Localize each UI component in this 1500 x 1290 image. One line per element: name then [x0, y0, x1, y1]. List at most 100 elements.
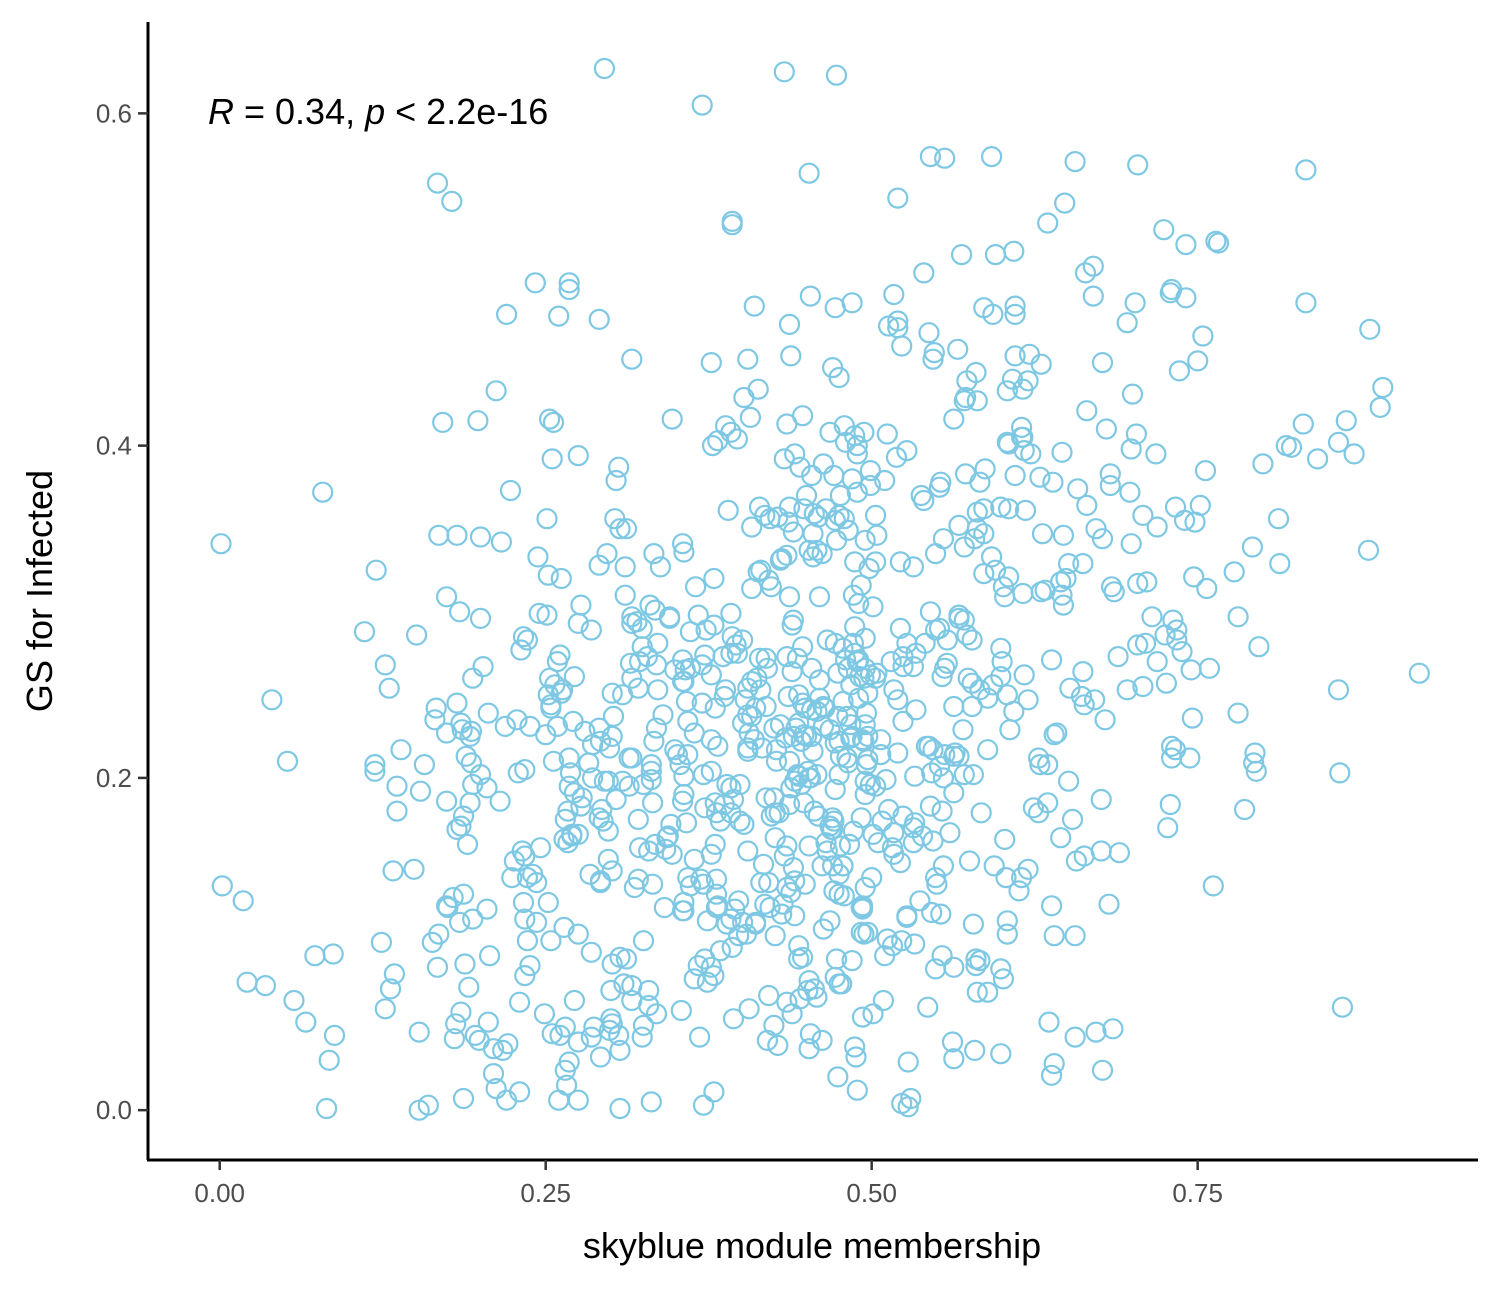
data-point	[1141, 606, 1163, 628]
data-point	[1038, 1011, 1060, 1033]
data-point	[777, 511, 799, 533]
data-point	[558, 747, 580, 769]
data-point	[713, 685, 735, 708]
data-point	[948, 514, 970, 537]
data-point	[609, 518, 631, 540]
data-point	[540, 697, 562, 719]
data-point	[721, 210, 743, 232]
data-point	[1091, 352, 1114, 374]
data-point	[965, 954, 987, 977]
data-point	[1194, 460, 1217, 482]
data-point	[462, 773, 484, 796]
data-point	[683, 968, 705, 990]
data-point	[1192, 325, 1214, 347]
data-point	[776, 991, 798, 1013]
data-point	[1306, 448, 1329, 470]
data-point	[931, 800, 953, 822]
data-point	[795, 484, 818, 507]
data-point	[921, 901, 943, 924]
data-point	[919, 601, 942, 623]
data-point	[931, 665, 953, 688]
data-point	[889, 617, 912, 640]
data-point	[887, 689, 909, 711]
data-point	[1022, 797, 1045, 819]
data-point	[677, 743, 699, 766]
data-point	[887, 742, 909, 764]
data-point	[751, 737, 773, 759]
data-point	[764, 925, 786, 947]
data-point	[691, 654, 713, 676]
data-point	[788, 935, 810, 957]
data-point	[854, 529, 876, 551]
data-point	[1037, 753, 1059, 776]
data-point	[720, 777, 742, 799]
data-point	[984, 559, 1007, 581]
data-point	[952, 719, 974, 741]
data-point	[966, 981, 988, 1003]
data-point	[638, 994, 660, 1017]
data-point	[464, 1024, 486, 1047]
data-point	[426, 172, 449, 194]
data-point	[596, 542, 618, 565]
data-point	[1146, 650, 1168, 673]
x-ticks: 0.00 0.25 0.50 0.75	[194, 1160, 1223, 1208]
data-point	[847, 592, 870, 615]
data-point	[691, 94, 713, 116]
data-point	[999, 719, 1021, 741]
data-point	[525, 871, 548, 894]
data-point	[1183, 566, 1205, 588]
data-point	[885, 446, 908, 468]
data-point	[833, 508, 855, 530]
data-point	[943, 695, 965, 718]
data-point	[601, 725, 623, 748]
data-point	[964, 528, 986, 550]
data-point	[1120, 533, 1142, 555]
x-tick-label: 0.00	[194, 1178, 245, 1208]
data-point	[1153, 219, 1175, 241]
data-point	[527, 546, 549, 568]
data-point	[675, 690, 698, 713]
data-point	[823, 464, 845, 487]
data-point	[452, 883, 475, 905]
data-point	[570, 795, 592, 817]
data-point	[821, 818, 844, 841]
data-point	[456, 833, 479, 856]
data-point	[948, 604, 970, 626]
data-point	[854, 627, 876, 649]
data-point	[844, 642, 866, 664]
data-point	[614, 584, 636, 606]
data-point	[947, 338, 969, 360]
data-point	[870, 743, 892, 766]
data-point	[889, 551, 912, 573]
data-point	[675, 812, 698, 834]
data-point	[673, 900, 695, 922]
data-point	[533, 1003, 556, 1025]
data-point	[631, 617, 653, 640]
p-value: < 2.2e-16	[385, 91, 548, 132]
data-point	[977, 687, 999, 709]
data-point	[806, 986, 828, 1008]
data-point	[771, 547, 793, 570]
data-point	[996, 380, 1018, 402]
data-point	[943, 408, 965, 430]
data-point	[436, 895, 458, 917]
data-point	[211, 875, 233, 897]
data-point	[1108, 842, 1131, 864]
data-point	[864, 504, 887, 527]
data-point	[876, 423, 898, 445]
data-point	[750, 559, 772, 581]
data-point	[1132, 504, 1154, 527]
data-point	[621, 606, 643, 628]
data-point	[649, 556, 672, 578]
data-point	[638, 840, 660, 862]
data-point	[939, 822, 961, 844]
data-point	[1125, 423, 1148, 445]
y-tick-label: 0.6	[96, 98, 132, 128]
data-point	[1136, 571, 1158, 593]
data-point	[953, 390, 975, 412]
data-point	[477, 702, 499, 724]
data-point	[1205, 230, 1227, 252]
data-point	[721, 936, 743, 959]
data-point	[918, 322, 940, 344]
data-point	[403, 858, 425, 880]
